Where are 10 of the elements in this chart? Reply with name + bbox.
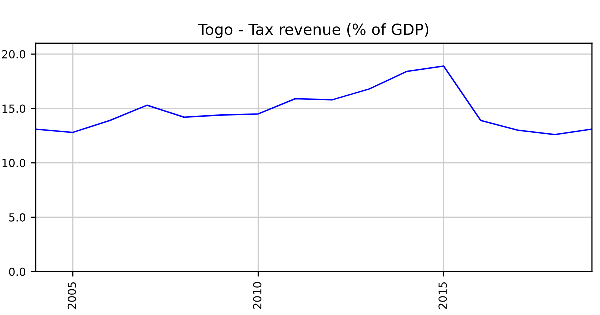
y-tick-label: 15.0 xyxy=(2,104,26,114)
line-series xyxy=(36,66,592,136)
x-tick-label: 2010 xyxy=(253,282,262,310)
y-tick-label: 5.0 xyxy=(9,213,26,222)
y-tick-label: 0.0 xyxy=(9,268,26,276)
y-tick-label: 20.0 xyxy=(2,50,26,59)
y-tick-label: 10.0 xyxy=(2,159,26,168)
chart-title: Togo - Tax revenue (% of GDP) xyxy=(198,24,429,38)
x-tick-label: 2005 xyxy=(68,282,76,310)
x-tick-label: 2015 xyxy=(438,282,448,310)
